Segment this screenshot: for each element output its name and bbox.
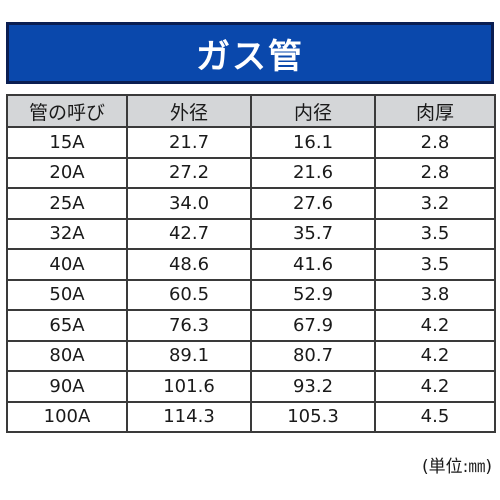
header-inner-diameter: 内径 — [250, 94, 376, 128]
table-row: 100A 114.3 105.3 4.5 — [6, 400, 496, 433]
cell-outer-diameter: 27.2 — [126, 156, 252, 189]
header-wall-thickness: 肉厚 — [374, 94, 496, 128]
table-row: 32A 42.7 35.7 3.5 — [6, 217, 496, 250]
cell-outer-diameter: 60.5 — [126, 278, 252, 311]
cell-nominal-size: 80A — [6, 339, 128, 372]
cell-wall-thickness: 3.5 — [374, 217, 496, 250]
cell-outer-diameter: 101.6 — [126, 370, 252, 403]
table-row: 80A 89.1 80.7 4.2 — [6, 339, 496, 372]
cell-nominal-size: 40A — [6, 248, 128, 281]
table-row: 20A 27.2 21.6 2.8 — [6, 156, 496, 189]
cell-wall-thickness: 3.2 — [374, 187, 496, 220]
header-nominal-size: 管の呼び — [6, 94, 128, 128]
cell-nominal-size: 50A — [6, 278, 128, 311]
cell-inner-diameter: 35.7 — [250, 217, 376, 250]
table-header-row: 管の呼び 外径 内径 肉厚 — [6, 94, 496, 128]
cell-outer-diameter: 21.7 — [126, 126, 252, 159]
cell-inner-diameter: 52.9 — [250, 278, 376, 311]
table-row: 40A 48.6 41.6 3.5 — [6, 248, 496, 281]
cell-wall-thickness: 2.8 — [374, 126, 496, 159]
cell-inner-diameter: 105.3 — [250, 400, 376, 433]
cell-outer-diameter: 114.3 — [126, 400, 252, 433]
pipe-size-table: 管の呼び 外径 内径 肉厚 15A 21.7 16.1 2.8 20A 27.2… — [6, 94, 496, 433]
cell-outer-diameter: 89.1 — [126, 339, 252, 372]
cell-inner-diameter: 16.1 — [250, 126, 376, 159]
cell-inner-diameter: 27.6 — [250, 187, 376, 220]
cell-nominal-size: 32A — [6, 217, 128, 250]
cell-nominal-size: 100A — [6, 400, 128, 433]
table-row: 25A 34.0 27.6 3.2 — [6, 187, 496, 220]
cell-inner-diameter: 67.9 — [250, 309, 376, 342]
cell-outer-diameter: 34.0 — [126, 187, 252, 220]
table-row: 65A 76.3 67.9 4.2 — [6, 309, 496, 342]
cell-nominal-size: 25A — [6, 187, 128, 220]
cell-inner-diameter: 80.7 — [250, 339, 376, 372]
cell-outer-diameter: 48.6 — [126, 248, 252, 281]
cell-nominal-size: 65A — [6, 309, 128, 342]
cell-wall-thickness: 2.8 — [374, 156, 496, 189]
cell-wall-thickness: 4.2 — [374, 339, 496, 372]
cell-nominal-size: 90A — [6, 370, 128, 403]
cell-outer-diameter: 76.3 — [126, 309, 252, 342]
cell-wall-thickness: 4.2 — [374, 370, 496, 403]
table-row: 15A 21.7 16.1 2.8 — [6, 126, 496, 159]
unit-note: (単位:㎜) — [422, 457, 492, 477]
table-row: 50A 60.5 52.9 3.8 — [6, 278, 496, 311]
cell-outer-diameter: 42.7 — [126, 217, 252, 250]
title-banner: ガス管 — [6, 22, 494, 84]
header-outer-diameter: 外径 — [126, 94, 252, 128]
page-title: ガス管 — [196, 36, 304, 77]
cell-nominal-size: 20A — [6, 156, 128, 189]
cell-wall-thickness: 3.8 — [374, 278, 496, 311]
table-row: 90A 101.6 93.2 4.2 — [6, 370, 496, 403]
cell-wall-thickness: 4.5 — [374, 400, 496, 433]
cell-wall-thickness: 4.2 — [374, 309, 496, 342]
cell-inner-diameter: 21.6 — [250, 156, 376, 189]
cell-nominal-size: 15A — [6, 126, 128, 159]
cell-inner-diameter: 93.2 — [250, 370, 376, 403]
cell-wall-thickness: 3.5 — [374, 248, 496, 281]
cell-inner-diameter: 41.6 — [250, 248, 376, 281]
